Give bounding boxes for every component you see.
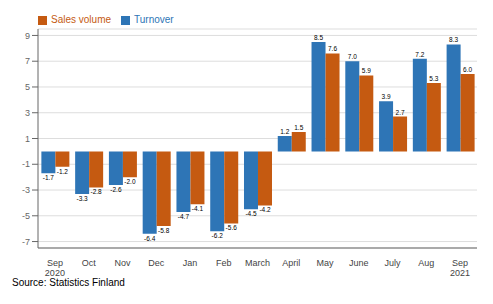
svg-text:March: March [245, 258, 270, 268]
svg-text:8.5: 8.5 [314, 34, 323, 41]
svg-text:April: April [282, 258, 300, 268]
svg-text:June: June [349, 258, 369, 268]
svg-text:-2.8: -2.8 [91, 188, 103, 195]
svg-text:7.0: 7.0 [348, 53, 357, 60]
svg-text:Jan: Jan [183, 258, 198, 268]
svg-text:Feb: Feb [216, 258, 232, 268]
svg-text:1: 1 [25, 134, 30, 144]
svg-text:7.2: 7.2 [415, 51, 424, 58]
svg-text:Aug: Aug [418, 258, 434, 268]
svg-text:5.3: 5.3 [429, 75, 438, 82]
svg-text:2.7: 2.7 [396, 109, 405, 116]
svg-text:-4.5: -4.5 [245, 210, 257, 217]
svg-text:-5: -5 [22, 211, 30, 221]
svg-text:-6.2: -6.2 [212, 232, 224, 239]
svg-text:May: May [317, 258, 335, 268]
svg-text:Oct: Oct [82, 258, 97, 268]
svg-text:-3.3: -3.3 [77, 195, 89, 202]
svg-text:-1.2: -1.2 [57, 168, 69, 175]
svg-text:-7: -7 [22, 237, 30, 247]
svg-text:Sep2021: Sep2021 [450, 258, 470, 276]
svg-text:1.5: 1.5 [294, 124, 303, 131]
svg-text:3.9: 3.9 [382, 93, 391, 100]
html-text:Sales volume: Sales volume [51, 14, 111, 25]
svg-text:-5.6: -5.6 [226, 224, 238, 231]
svg-text:-2.6: -2.6 [110, 186, 122, 193]
svg-text:Nov: Nov [114, 258, 131, 268]
svg-text:-1: -1 [22, 159, 30, 169]
svg-text:-4.2: -4.2 [259, 206, 271, 213]
svg-text:1.2: 1.2 [280, 128, 289, 135]
svg-text:7.6: 7.6 [328, 45, 337, 52]
svg-text:8.3: 8.3 [449, 36, 458, 43]
svg-text:-4.1: -4.1 [192, 205, 204, 212]
svg-text:5: 5 [25, 82, 30, 92]
svg-text:-4.7: -4.7 [178, 213, 190, 220]
svg-text:-2.0: -2.0 [124, 178, 136, 185]
html-text:Turnover: Turnover [134, 14, 174, 25]
svg-text:Dec: Dec [148, 258, 165, 268]
svg-text:July: July [385, 258, 402, 268]
svg-text:9: 9 [25, 31, 30, 41]
svg-text:-6.4: -6.4 [144, 235, 156, 242]
svg-text:3: 3 [25, 108, 30, 118]
svg-text:6.0: 6.0 [463, 66, 472, 73]
svg-text:Sep2020: Sep2020 [45, 258, 65, 276]
svg-text:7: 7 [25, 56, 30, 66]
html-text:Source: Statistics Finland: Source: Statistics Finland [12, 277, 125, 288]
svg-text:-1.7: -1.7 [43, 174, 55, 181]
svg-text:5.9: 5.9 [362, 67, 371, 74]
svg-text:-5.8: -5.8 [158, 227, 170, 234]
svg-text:-3: -3 [22, 185, 30, 195]
